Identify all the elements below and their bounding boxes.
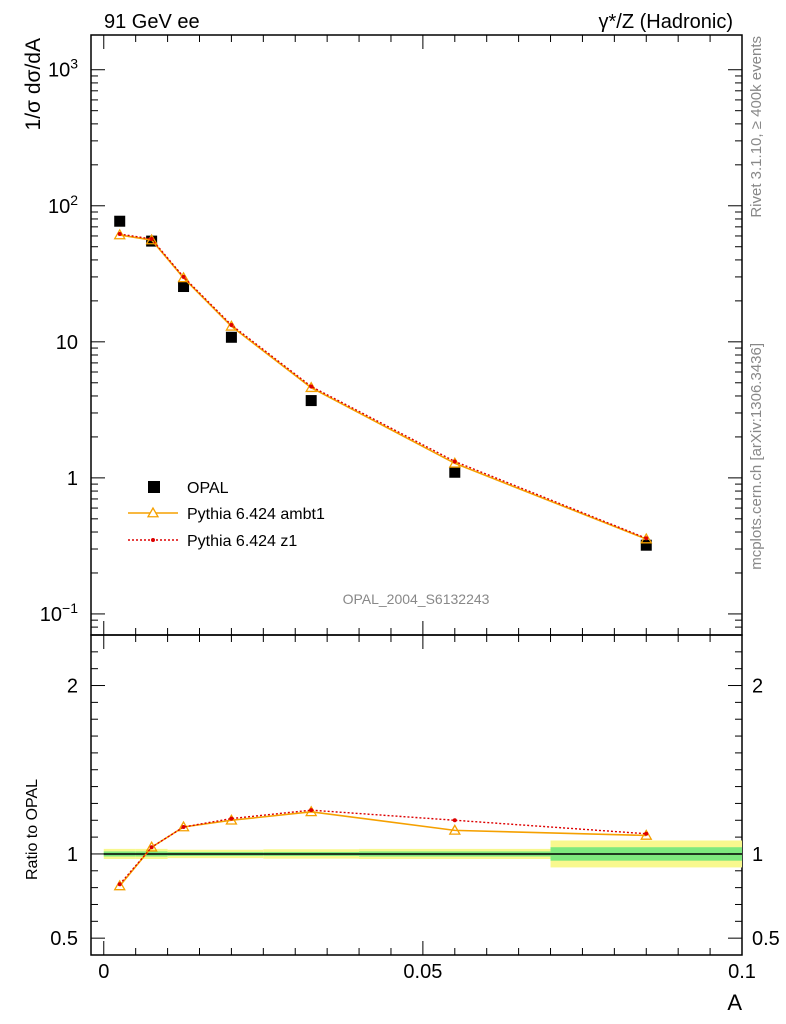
reference-bands bbox=[103, 840, 742, 868]
opal-data-point bbox=[305, 395, 317, 407]
ratio-y-tick-label-right: 2 bbox=[752, 676, 763, 698]
ambt1-ratio-point bbox=[113, 879, 126, 891]
z1-point bbox=[149, 236, 154, 241]
main-y-axis-label: 1/σ dσ/dA bbox=[22, 38, 45, 130]
z1-ratio-point bbox=[644, 831, 649, 836]
header-right-label: γ*/Z (Hadronic) bbox=[599, 11, 733, 33]
z1-ratio-point bbox=[229, 816, 234, 821]
x-axis-label: A bbox=[727, 990, 742, 1015]
legend-label: Pythia 6.424 z1 bbox=[187, 533, 297, 550]
ratio-axis-ticks: 0.5 0.5 1 1 2 2 0 0.05 0.1 bbox=[50, 635, 780, 983]
main-y-tick-label: 1 bbox=[67, 468, 78, 490]
main-y-tick-label: 102 bbox=[48, 192, 78, 218]
main-axis-ticks: 10−1 1 10 102 103 bbox=[40, 35, 743, 636]
opal-data-point bbox=[114, 215, 126, 227]
main-y-tick-label: 103 bbox=[48, 56, 78, 82]
rivet-version-label: Rivet 3.1.10, ≥ 400k events bbox=[748, 36, 765, 218]
ratio-y-tick-label-left: 1 bbox=[67, 844, 78, 866]
z1-ratio-point bbox=[149, 845, 154, 850]
ambt1-point bbox=[177, 271, 190, 283]
ambt1-point bbox=[448, 456, 461, 468]
ambt1-ratio-point bbox=[145, 840, 158, 852]
opal-data-point bbox=[225, 331, 237, 343]
analysis-id-label: OPAL_2004_S6132243 bbox=[343, 591, 490, 607]
z1-point bbox=[181, 274, 186, 279]
main-series-group bbox=[113, 215, 653, 551]
ratio-panel-frame bbox=[90, 634, 743, 956]
ambt1-point bbox=[225, 320, 238, 331]
opal-data-point bbox=[178, 281, 190, 293]
legend-ambt1-marker bbox=[146, 506, 160, 518]
z1-ratio-point bbox=[309, 808, 314, 813]
ambt1-point bbox=[145, 233, 158, 245]
z1-point bbox=[229, 322, 234, 327]
opal-data-point bbox=[449, 466, 461, 478]
ambt1-ratio-point bbox=[448, 824, 461, 835]
z1-point bbox=[309, 384, 314, 389]
main-y-tick-exponent: −1 bbox=[62, 600, 78, 616]
z1-ratio-point bbox=[181, 825, 186, 829]
x-tick-label: 0 bbox=[98, 961, 109, 983]
z1-point bbox=[117, 232, 122, 237]
legend-opal-marker bbox=[148, 481, 160, 493]
z1-point bbox=[452, 459, 457, 464]
legend-label: OPAL bbox=[187, 480, 229, 497]
z1-ratio-point bbox=[452, 818, 457, 823]
ambt1-point bbox=[640, 532, 653, 544]
ratio-y-tick-label-right: 0.5 bbox=[752, 928, 780, 950]
x-tick-label: 0.05 bbox=[403, 961, 442, 983]
source-label: mcplots.cern.ch [arXiv:1306.3436] bbox=[748, 343, 765, 570]
main-y-tick-exponent: 3 bbox=[70, 56, 78, 72]
legend-z1-marker bbox=[151, 538, 155, 542]
main-y-tick-exponent: 2 bbox=[70, 192, 78, 208]
ambt1-ratio-point bbox=[640, 829, 653, 840]
main-y-tick-label: 10−1 bbox=[40, 600, 78, 626]
legend-label: Pythia 6.424 ambt1 bbox=[187, 506, 325, 523]
main-y-tick-label: 10 bbox=[56, 332, 78, 354]
ratio-y-tick-label-right: 1 bbox=[752, 844, 763, 866]
header-left-label: 91 GeV ee bbox=[104, 11, 200, 33]
x-tick-label: 0.1 bbox=[728, 961, 756, 983]
opal-data-point bbox=[640, 539, 652, 551]
z1-ratio-point bbox=[117, 882, 122, 887]
ambt1-ratio-point bbox=[305, 805, 318, 817]
ratio-y-tick-label-left: 2 bbox=[67, 676, 78, 698]
ambt1-point bbox=[113, 228, 126, 240]
legend: OPAL Pythia 6.424 ambt1 Pythia 6.424 z1 bbox=[128, 480, 325, 550]
ratio-y-tick-label-left: 0.5 bbox=[50, 928, 78, 950]
ratio-series-group bbox=[113, 805, 653, 891]
z1-point bbox=[644, 536, 649, 541]
ratio-y-axis-label: Ratio to OPAL bbox=[24, 779, 41, 880]
